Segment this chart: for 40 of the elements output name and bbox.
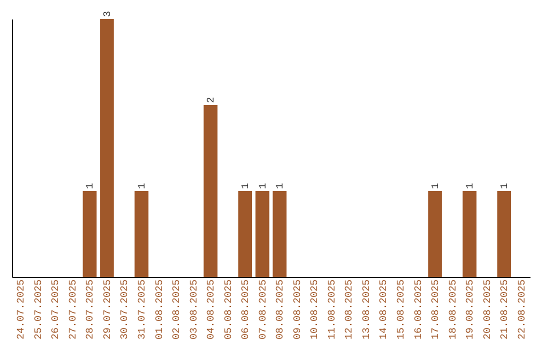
data-label: 1	[500, 182, 512, 189]
data-label: 1	[431, 182, 442, 189]
x-tick-label: 28.07.2025	[86, 280, 97, 340]
x-tick-label: 07.08.2025	[258, 280, 270, 340]
x-tick-label: 21.08.2025	[500, 280, 512, 340]
x-tick-label: 22.08.2025	[517, 280, 528, 340]
x-tick-label: 02.08.2025	[172, 280, 184, 340]
x-tick-label: 13.08.2025	[362, 280, 373, 340]
data-label: 1	[466, 182, 477, 189]
x-tick-label: 01.08.2025	[154, 280, 166, 340]
data-label: 1	[241, 182, 252, 189]
x-tick-label: 17.08.2025	[431, 280, 442, 340]
x-tick-label: 20.08.2025	[482, 280, 494, 340]
x-tick-label: 29.07.2025	[102, 280, 114, 340]
x-tick-label: 30.07.2025	[120, 280, 132, 340]
x-tick-label: 08.08.2025	[276, 280, 287, 340]
x-tick-label: 15.08.2025	[396, 280, 408, 340]
x-tick-label: 18.08.2025	[448, 280, 460, 340]
x-tick-label: 09.08.2025	[292, 280, 304, 340]
data-label: 1	[276, 182, 287, 189]
x-tick-label: 03.08.2025	[189, 280, 200, 340]
data-label: 1	[258, 182, 270, 189]
x-tick-label: 24.07.2025	[16, 280, 28, 340]
x-tick-label: 06.08.2025	[241, 280, 252, 340]
x-tick-label: 19.08.2025	[466, 280, 477, 340]
x-tick-label: 25.07.2025	[34, 280, 45, 340]
data-label: 1	[138, 182, 148, 189]
x-tick-label: 11.08.2025	[327, 280, 338, 340]
data-label: 2	[206, 96, 218, 103]
x-tick-label: 04.08.2025	[206, 280, 218, 340]
x-tick-label: 16.08.2025	[414, 280, 425, 340]
x-tick-label: 31.07.2025	[138, 280, 148, 340]
x-tick-label: 05.08.2025	[224, 280, 235, 340]
x-tick-label: 26.07.2025	[51, 280, 62, 340]
x-tick-label: 27.07.2025	[68, 280, 80, 340]
data-label: 3	[102, 10, 114, 17]
x-tick-label: 10.08.2025	[310, 280, 322, 340]
x-tick-label: 12.08.2025	[344, 280, 356, 340]
x-tick-label: 14.08.2025	[379, 280, 390, 340]
data-label: 1	[86, 182, 97, 189]
